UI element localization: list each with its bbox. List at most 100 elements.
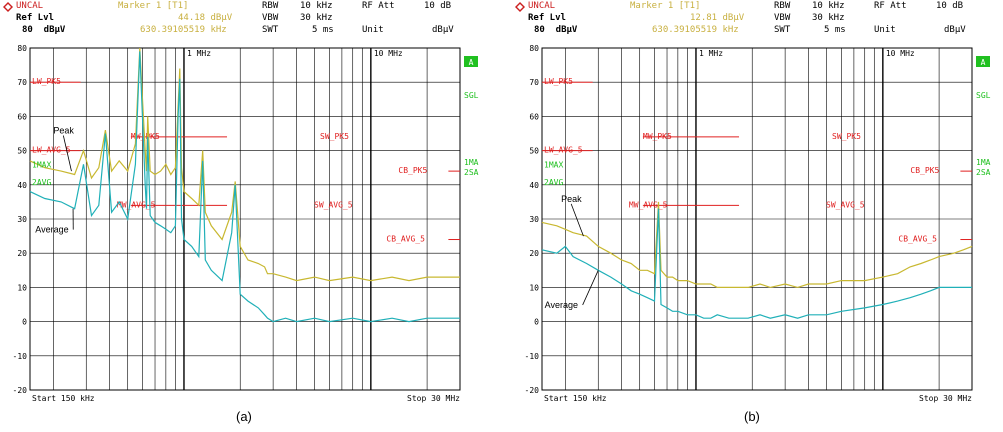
y-tick-label: -10	[13, 352, 28, 361]
limit-label: CB_AVG_5	[898, 235, 937, 244]
average-annotation: Average	[35, 225, 68, 235]
vbw-value: 30 kHz	[812, 13, 845, 23]
panel-caption: (b)	[744, 409, 760, 424]
y-tick-label: 30	[17, 215, 27, 224]
start-frequency-label: Start 150 kHz	[32, 394, 95, 403]
peak-arrow	[570, 203, 584, 237]
vbw-label: VBW	[262, 13, 279, 23]
peak-annotation: Peak	[561, 194, 582, 204]
swt-label: SWT	[774, 25, 791, 35]
spectrum-plot-b: 80 70 60 50 40 30 20 10 0 -10 -20 1 MHz 10 MHz LW_PK5…	[525, 44, 991, 403]
peak-trace	[541, 201, 973, 289]
limit-label: SW_AVG_5	[826, 200, 865, 209]
limit-label: SW_PK5	[832, 132, 861, 141]
y-tick-label: 0	[22, 318, 27, 327]
trace-a-box-label: A	[981, 58, 986, 67]
spectrum-panel-b: UNCAL Ref Lvl 80 dBµV Marker 1 [T1] 12.8…	[512, 0, 1002, 432]
stop-frequency-label: Stop 30 MHz	[919, 394, 972, 403]
y-tick-label: 80	[529, 44, 539, 53]
y-tick-label: 80	[17, 44, 27, 53]
limit-label: MW_PK5	[131, 132, 160, 141]
marker-title: Marker 1 [T1]	[118, 1, 189, 11]
ref-level-label: Ref Lvl	[528, 13, 566, 23]
x-tick-label-10mhz: 10 MHz	[886, 49, 915, 58]
y-tick-label: 10	[17, 283, 27, 292]
limit-label: LW_PK5	[32, 77, 61, 86]
rf-att-value: 10 dB	[936, 1, 964, 11]
stop-frequency-label: Stop 30 MHz	[407, 394, 460, 403]
rf-att-value: 10 dB	[424, 1, 452, 11]
y-tick-label: -20	[13, 386, 28, 395]
x-tick-label-10mhz: 10 MHz	[374, 49, 403, 58]
rf-att-label: RF Att	[362, 1, 395, 11]
rohde-schwarz-logo-icon	[3, 2, 13, 12]
x-tick-label-1mhz: 1 MHz	[187, 49, 211, 58]
rbw-value: 10 kHz	[812, 1, 845, 11]
spectrum-plot-a: 80 70 60 50 40 30 20 10 0 -10 -20 1 MHz 10 MHz LW_PK5…	[13, 44, 479, 403]
marker-level: 12.81 dBµV	[690, 13, 745, 23]
uncal-label: UNCAL	[528, 1, 556, 11]
limit-label: MW_PK5	[643, 132, 672, 141]
average-annotation: Average	[545, 300, 578, 310]
y-tick-label: 50	[17, 147, 27, 156]
limit-label: CB_PK5	[910, 166, 939, 175]
peak-trace	[29, 47, 460, 282]
swt-value: 5 ms	[312, 25, 334, 35]
rohde-schwarz-logo-icon	[515, 2, 525, 12]
limit-label: LW_PK5	[544, 77, 573, 86]
average-trace	[29, 51, 460, 323]
limit-label: LW_AVG_5	[32, 146, 71, 155]
trace-a-box-label: A	[469, 58, 474, 67]
vbw-value: 30 kHz	[300, 13, 333, 23]
marker-level: 44.18 dBµV	[178, 13, 233, 23]
average-arrow	[582, 270, 599, 306]
y-tick-label: 0	[534, 318, 539, 327]
y-tick-label: 60	[529, 112, 539, 121]
trace2-tag: 2AVG	[544, 178, 563, 187]
ref-level-value: 80 dBµV	[534, 25, 578, 35]
unit-value: dBµV	[944, 25, 966, 35]
rf-att-label: RF Att	[874, 1, 907, 11]
ref-level-label: Ref Lvl	[16, 13, 54, 23]
y-tick-label: 20	[529, 249, 539, 258]
limit-label: MW_AVG_5	[117, 200, 156, 209]
y-tick-label: 40	[529, 181, 539, 190]
peak-annotation: Peak	[53, 126, 74, 136]
limit-label: CB_PK5	[398, 166, 427, 175]
y-tick-label: 10	[529, 283, 539, 292]
trace-a-box	[464, 56, 478, 67]
start-frequency-label: Start 150 kHz	[544, 394, 607, 403]
rbw-label: RBW	[774, 1, 791, 11]
limit-label: SW_AVG_5	[314, 200, 353, 209]
unit-value: dBµV	[432, 25, 454, 35]
limit-label: SW_PK5	[320, 132, 349, 141]
trace1-tag: 1MAX	[544, 161, 563, 170]
y-tick-label: 20	[17, 249, 27, 258]
y-tick-label: 40	[17, 181, 27, 190]
trace1-tag: 1MAX	[32, 161, 51, 170]
average-trace	[541, 208, 972, 319]
y-tick-label: -20	[525, 386, 540, 395]
y-tick-label: 50	[529, 147, 539, 156]
sweep-mode-label: SGL	[976, 91, 991, 100]
unit-label: Unit	[362, 25, 384, 35]
peak-arrow	[62, 135, 72, 172]
unit-label: Unit	[874, 25, 896, 35]
vbw-label: VBW	[774, 13, 791, 23]
trace-a-box	[976, 56, 990, 67]
marker-frequency: 630.39105519 kHz	[652, 25, 739, 35]
swt-label: SWT	[262, 25, 279, 35]
rbw-value: 10 kHz	[300, 1, 333, 11]
ref-level-value: 80 dBµV	[22, 25, 66, 35]
y-tick-label: 60	[17, 112, 27, 121]
limit-label: MW_AVG_5	[629, 200, 668, 209]
y-tick-label: 70	[17, 78, 27, 87]
swt-value: 5 ms	[824, 25, 846, 35]
uncal-label: UNCAL	[16, 1, 44, 11]
y-tick-label: -10	[525, 352, 540, 361]
rbw-label: RBW	[262, 1, 279, 11]
limit-label: LW_AVG_5	[544, 146, 583, 155]
y-tick-label: 70	[529, 78, 539, 87]
trace2-tag: 2AVG	[32, 178, 51, 187]
limit-label: CB_AVG_5	[386, 235, 425, 244]
